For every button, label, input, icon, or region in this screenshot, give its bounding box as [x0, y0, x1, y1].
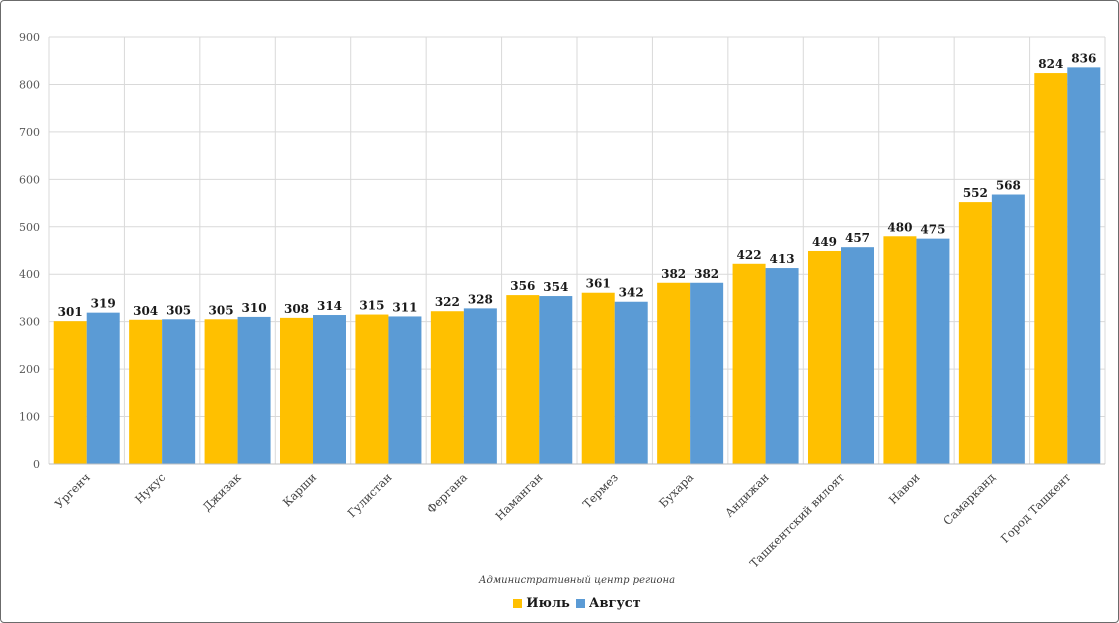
x-tick-label: Андижан	[722, 470, 772, 520]
data-label: 305	[166, 303, 191, 317]
legend-label-august: Август	[588, 596, 641, 611]
bar-july	[430, 311, 464, 464]
y-tick-label: 0	[33, 458, 40, 471]
data-label: 310	[242, 301, 267, 315]
x-tick-label: Самарканд	[940, 470, 998, 528]
bar-july	[53, 321, 87, 464]
data-label: 382	[694, 267, 719, 281]
data-label: 824	[1038, 57, 1063, 71]
bar-august	[1067, 67, 1101, 464]
data-label: 354	[543, 280, 568, 294]
y-tick-label: 700	[19, 126, 40, 139]
x-tick-label: Нукус	[132, 470, 168, 506]
data-label: 361	[586, 277, 611, 291]
bar-august	[539, 296, 573, 464]
data-label: 322	[435, 295, 460, 309]
data-label: 342	[619, 286, 644, 300]
x-tick-label: Город Ташкент	[998, 470, 1074, 546]
x-tick-label: Ургенч	[52, 470, 93, 511]
legend-item-august: Август	[575, 596, 641, 611]
y-tick-label: 100	[19, 411, 40, 424]
y-tick-label: 400	[19, 268, 40, 281]
bar-august	[765, 268, 799, 464]
y-tick-label: 500	[19, 221, 40, 234]
bar-july	[280, 317, 313, 464]
bar-july	[581, 292, 615, 464]
bar-july	[204, 319, 238, 464]
legend-label-july: Июль	[526, 596, 570, 611]
bar-july	[732, 263, 766, 464]
x-axis-title: Административный центр региона	[478, 575, 676, 586]
x-tick-label: Гулистан	[345, 470, 395, 520]
bar-july	[958, 202, 992, 464]
x-tick-label: Бухара	[656, 470, 696, 510]
data-label: 568	[996, 179, 1021, 193]
x-tick-label: Термез	[580, 470, 621, 511]
legend: Июль Август	[1, 596, 1119, 611]
data-label: 328	[468, 292, 493, 306]
y-tick-label: 900	[19, 31, 40, 44]
bar-august	[463, 308, 497, 464]
bar-july	[506, 295, 540, 464]
data-label: 315	[359, 299, 384, 313]
data-label: 422	[737, 248, 762, 262]
x-tick-label: Джизак	[200, 470, 244, 514]
x-tick-label: Наманган	[492, 470, 545, 523]
data-label: 311	[392, 300, 417, 314]
data-label: 836	[1071, 51, 1096, 65]
data-label: 413	[770, 252, 795, 266]
bar-august	[313, 315, 346, 464]
legend-swatch-july	[513, 599, 523, 608]
legend-swatch-august	[575, 599, 585, 608]
legend-item-july: Июль	[513, 596, 570, 611]
data-label: 382	[661, 267, 686, 281]
bar-august	[86, 312, 120, 464]
bar-july	[355, 314, 389, 464]
data-label: 449	[812, 235, 837, 249]
bar-august	[614, 301, 648, 464]
bar-august	[237, 316, 271, 464]
data-label: 457	[845, 231, 870, 245]
y-tick-label: 800	[19, 78, 40, 91]
data-label: 480	[887, 220, 912, 234]
bar-august	[841, 247, 874, 464]
x-tick-label: Навои	[886, 470, 923, 507]
data-label: 319	[91, 297, 116, 311]
bar-august	[991, 194, 1025, 464]
bar-august	[388, 316, 422, 464]
data-label: 356	[510, 279, 535, 293]
data-label: 314	[317, 299, 342, 313]
x-tick-label: Фергана	[424, 470, 470, 516]
bar-july	[657, 282, 691, 464]
y-tick-label: 600	[19, 173, 40, 186]
x-tick-label: Карши	[280, 470, 319, 509]
y-tick-label: 200	[19, 363, 40, 376]
bar-august	[162, 319, 196, 464]
bar-july	[1034, 73, 1068, 465]
data-label: 552	[963, 186, 988, 200]
data-label: 308	[284, 302, 309, 316]
bar-july	[129, 319, 163, 464]
bar-august	[690, 282, 724, 464]
data-label: 305	[209, 303, 234, 317]
bar-august	[916, 238, 950, 464]
data-label: 304	[133, 304, 158, 318]
y-tick-label: 300	[19, 316, 40, 329]
bar-july	[808, 250, 841, 464]
data-label: 301	[58, 305, 83, 319]
data-label: 475	[920, 223, 945, 237]
bar-july	[883, 236, 917, 464]
